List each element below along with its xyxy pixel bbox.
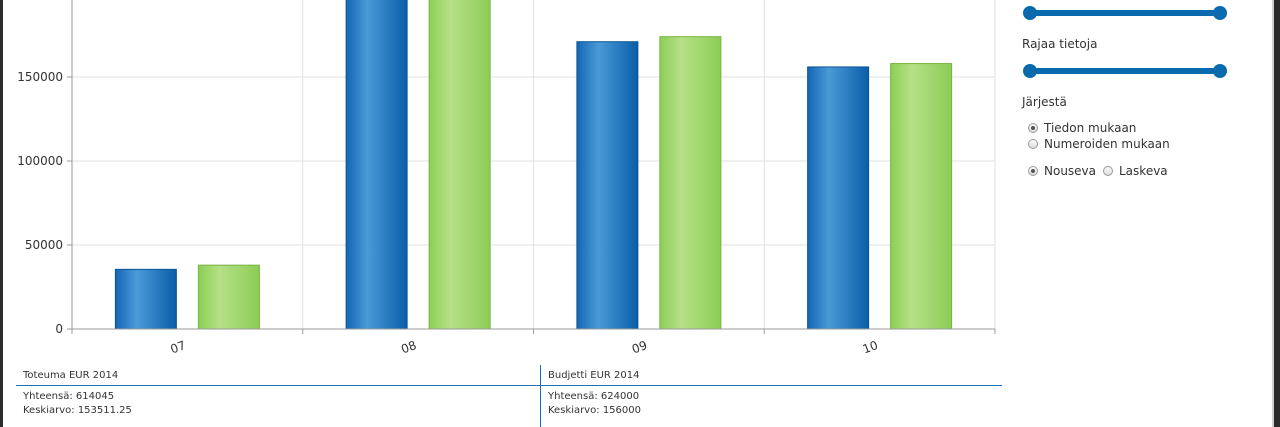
summary-divider	[541, 385, 1002, 386]
bar-budget	[197, 264, 260, 330]
bar-budget	[428, 0, 491, 330]
radio-sort-by-data[interactable]	[1028, 123, 1038, 133]
filter-label: Rajaa tietoja	[1022, 37, 1098, 51]
summary-column-actual: Toteuma EUR 2014 Yhteensä: 614045 Keskia…	[16, 365, 540, 427]
sort-by-data-option[interactable]: Tiedon mukaan	[1028, 121, 1136, 135]
series-summary-table: Toteuma EUR 2014 Yhteensä: 614045 Keskia…	[16, 365, 1002, 427]
radio-label: Nouseva	[1044, 164, 1097, 178]
summary-divider	[16, 385, 540, 386]
window-frame-right-edge	[1272, 0, 1274, 427]
summary-column-budget: Budjetti EUR 2014 Yhteensä: 624000 Keski…	[540, 365, 1002, 427]
bar-actual	[114, 268, 177, 330]
summary-total: Yhteensä: 614045	[23, 391, 115, 402]
radio-descending[interactable]	[1103, 166, 1113, 176]
summary-average: Keskiarvo: 153511.25	[23, 405, 132, 416]
sort-label: Järjestä	[1022, 95, 1067, 109]
chart-axes	[67, 0, 996, 334]
summary-title: Toteuma EUR 2014	[23, 370, 119, 381]
chart-tick-labels: 0 50000 100000 150000 07 08 09 10	[17, 70, 880, 356]
x-tick-label: 09	[630, 338, 649, 356]
range-slider-top[interactable]	[1023, 6, 1227, 20]
slider-handle-max[interactable]	[1213, 64, 1227, 78]
order-descending-option[interactable]: Laskeva	[1103, 164, 1168, 178]
bar-actual	[576, 41, 639, 330]
slider-track	[1025, 10, 1225, 16]
y-tick-label: 0	[55, 322, 63, 336]
bar-budget	[659, 36, 722, 330]
radio-sort-by-number[interactable]	[1028, 139, 1038, 149]
summary-average: Keskiarvo: 156000	[548, 405, 641, 416]
slider-handle-min[interactable]	[1023, 6, 1037, 20]
x-tick-label: 08	[399, 338, 418, 356]
order-ascending-option[interactable]: Nouseva	[1028, 164, 1096, 178]
radio-label: Numeroiden mukaan	[1044, 137, 1170, 151]
radio-label: Laskeva	[1119, 164, 1168, 178]
chart-bars	[114, 0, 953, 330]
bar-actual	[345, 0, 408, 330]
bar-budget	[890, 63, 953, 330]
summary-total: Yhteensä: 624000	[548, 391, 640, 402]
summary-title: Budjetti EUR 2014	[548, 370, 640, 381]
y-tick-label: 100000	[17, 154, 63, 168]
chart-options-panel: Rajaa tietoja Järjestä Tiedon mukaan Num…	[1010, 0, 1260, 427]
radio-label: Tiedon mukaan	[1044, 121, 1137, 135]
radio-ascending[interactable]	[1028, 166, 1038, 176]
sort-by-number-option[interactable]: Numeroiden mukaan	[1028, 137, 1170, 151]
y-tick-label: 50000	[25, 238, 63, 252]
slider-handle-max[interactable]	[1213, 6, 1227, 20]
x-tick-label: 10	[861, 338, 880, 356]
y-tick-label: 150000	[17, 70, 63, 84]
slider-handle-min[interactable]	[1023, 64, 1037, 78]
bar-chart: 0 50000 100000 150000 07 08 09 10	[17, 0, 996, 356]
window-frame-left	[0, 0, 3, 427]
slider-track	[1025, 68, 1225, 74]
window-frame-right	[1274, 0, 1280, 427]
filter-range-slider[interactable]	[1023, 64, 1227, 78]
bar-actual	[807, 66, 870, 330]
x-tick-label: 07	[168, 338, 187, 356]
